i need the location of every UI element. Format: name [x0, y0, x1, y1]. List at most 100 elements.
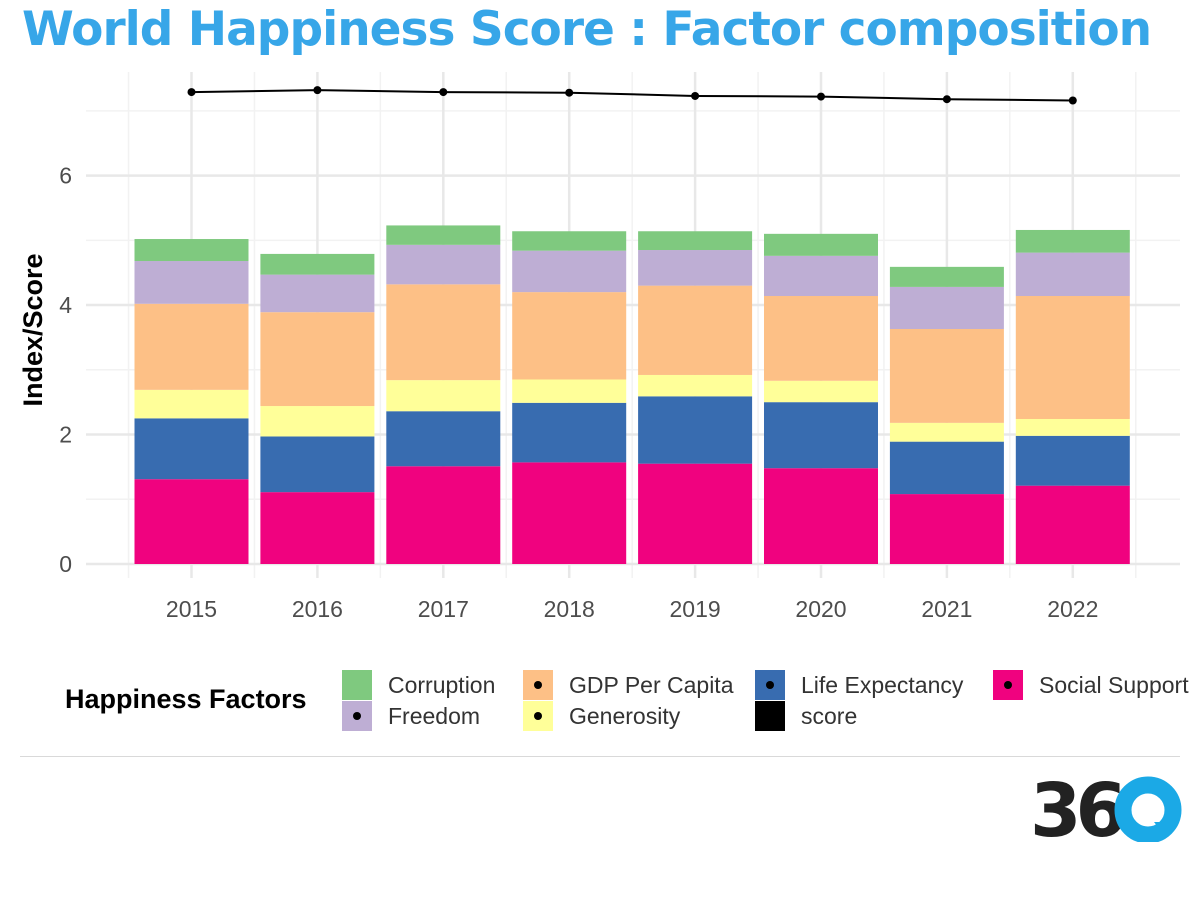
y-axis-title: Index/Score — [18, 253, 48, 406]
x-tick-label: 2016 — [292, 596, 343, 622]
bar-social-support — [764, 468, 878, 564]
bar-life-expectancy — [764, 402, 878, 469]
bar-generosity — [764, 380, 878, 403]
bar-generosity — [134, 389, 249, 419]
bar-corruption — [1015, 229, 1130, 253]
x-tick-label: 2019 — [670, 596, 721, 622]
bar-gdp-per-capita — [134, 303, 249, 390]
bar-gdp-per-capita — [386, 284, 501, 381]
bar-social-support — [1015, 485, 1130, 564]
bar-gdp-per-capita — [638, 285, 753, 375]
bar-life-expectancy — [889, 441, 1004, 495]
legend-key-score — [755, 701, 785, 731]
bar-life-expectancy — [1015, 435, 1130, 486]
bar-corruption — [134, 239, 249, 262]
y-tick-label: 6 — [59, 163, 72, 189]
bar-social-support — [638, 463, 753, 564]
score-point — [1068, 96, 1077, 105]
legend-dot-icon — [534, 712, 542, 720]
bar-social-support — [260, 492, 375, 564]
bar-freedom — [260, 274, 375, 313]
score-point — [942, 95, 951, 104]
x-tick-label: 2020 — [795, 596, 846, 622]
bar-corruption — [260, 253, 375, 275]
legend-label-gdp-per-capita: GDP Per Capita — [569, 671, 734, 698]
legend-label-freedom: Freedom — [388, 702, 481, 729]
logo-text: 36 — [1030, 770, 1123, 842]
logo-ring-icon — [1114, 776, 1182, 842]
bar-gdp-per-capita — [764, 295, 878, 381]
legend-label-life-expectancy: Life Expectancy — [801, 671, 964, 698]
legend-item-generosity: Generosity — [523, 701, 680, 731]
score-point — [817, 92, 825, 101]
legend-item-corruption: Corruption — [342, 670, 495, 700]
legend-key-corruption — [342, 670, 372, 700]
bar-gdp-per-capita — [260, 312, 375, 407]
bar-gdp-per-capita — [1015, 295, 1130, 419]
legend-dot-icon — [353, 712, 361, 720]
y-tick-label: 2 — [59, 422, 72, 448]
bar-corruption — [512, 231, 627, 251]
legend-dot-icon — [766, 681, 774, 689]
bar-generosity — [1015, 418, 1130, 436]
legend-key-life-expectancy — [755, 670, 785, 700]
chart: 0 2 4 6 2015 2016 2017 2018 2019 2020 2021 2022 Inde… — [18, 72, 1180, 622]
legend-label-generosity: Generosity — [569, 702, 681, 729]
score-point — [313, 86, 322, 95]
legend-label-corruption: Corruption — [388, 671, 496, 698]
legend-item-social-support: Social Support — [993, 670, 1189, 700]
legend-label-social-support: Social Support — [1039, 671, 1189, 698]
legend-item-score: score — [755, 701, 857, 731]
bar-corruption — [764, 233, 878, 256]
legend-key-gdp-per-capita — [523, 670, 553, 700]
x-tick-label: 2015 — [166, 596, 217, 622]
bar-freedom — [512, 250, 627, 293]
bar-social-support — [134, 479, 249, 564]
score-point — [439, 88, 448, 97]
bar-life-expectancy — [638, 396, 753, 464]
x-tick-label: 2022 — [1047, 596, 1098, 622]
360-logo: 36 — [1030, 770, 1182, 842]
y-tick-label: 4 — [59, 292, 72, 318]
bar-generosity — [260, 406, 375, 437]
score-line — [191, 89, 1073, 102]
bar-life-expectancy — [512, 402, 627, 463]
bar-gdp-per-capita — [889, 329, 1004, 423]
bar-corruption — [386, 225, 501, 245]
legend-item-gdp-per-capita: GDP Per Capita — [523, 670, 733, 700]
bar-social-support — [889, 494, 1004, 564]
bar-corruption — [889, 266, 1004, 287]
score-point — [187, 88, 196, 97]
chart-title: World Happiness Score : Factor compositi… — [22, 2, 1152, 57]
bar-freedom — [889, 286, 1004, 330]
y-tick-label: 0 — [59, 551, 72, 577]
bar-social-support — [512, 462, 627, 564]
legend-key-freedom — [342, 701, 372, 731]
bar-corruption — [638, 231, 753, 251]
bar-freedom — [764, 255, 878, 296]
bar-life-expectancy — [134, 418, 249, 480]
legend-title: Happiness Factors — [65, 684, 307, 714]
x-tick-label: 2018 — [544, 596, 595, 622]
bar-freedom — [134, 261, 249, 304]
score-point — [691, 91, 700, 100]
legend-key-social-support — [993, 670, 1023, 700]
legend-item-life-expectancy: Life Expectancy — [755, 670, 963, 700]
x-tick-label: 2021 — [921, 596, 972, 622]
x-tick-label: 2017 — [418, 596, 469, 622]
bar-generosity — [638, 374, 753, 397]
bar-freedom — [1015, 252, 1130, 296]
legend-label-score: score — [801, 702, 858, 729]
bar-freedom — [386, 244, 501, 285]
bar-life-expectancy — [260, 436, 375, 493]
legend-item-freedom: Freedom — [342, 701, 480, 731]
bar-social-support — [386, 466, 501, 564]
bar-generosity — [889, 422, 1004, 442]
bar-freedom — [638, 250, 753, 286]
legend-key-generosity — [523, 701, 553, 731]
legend-dot-icon — [1004, 681, 1012, 689]
legend-dot-icon — [534, 681, 542, 689]
bar-generosity — [512, 379, 627, 403]
footer-divider — [20, 756, 1180, 757]
bar-life-expectancy — [386, 411, 501, 467]
